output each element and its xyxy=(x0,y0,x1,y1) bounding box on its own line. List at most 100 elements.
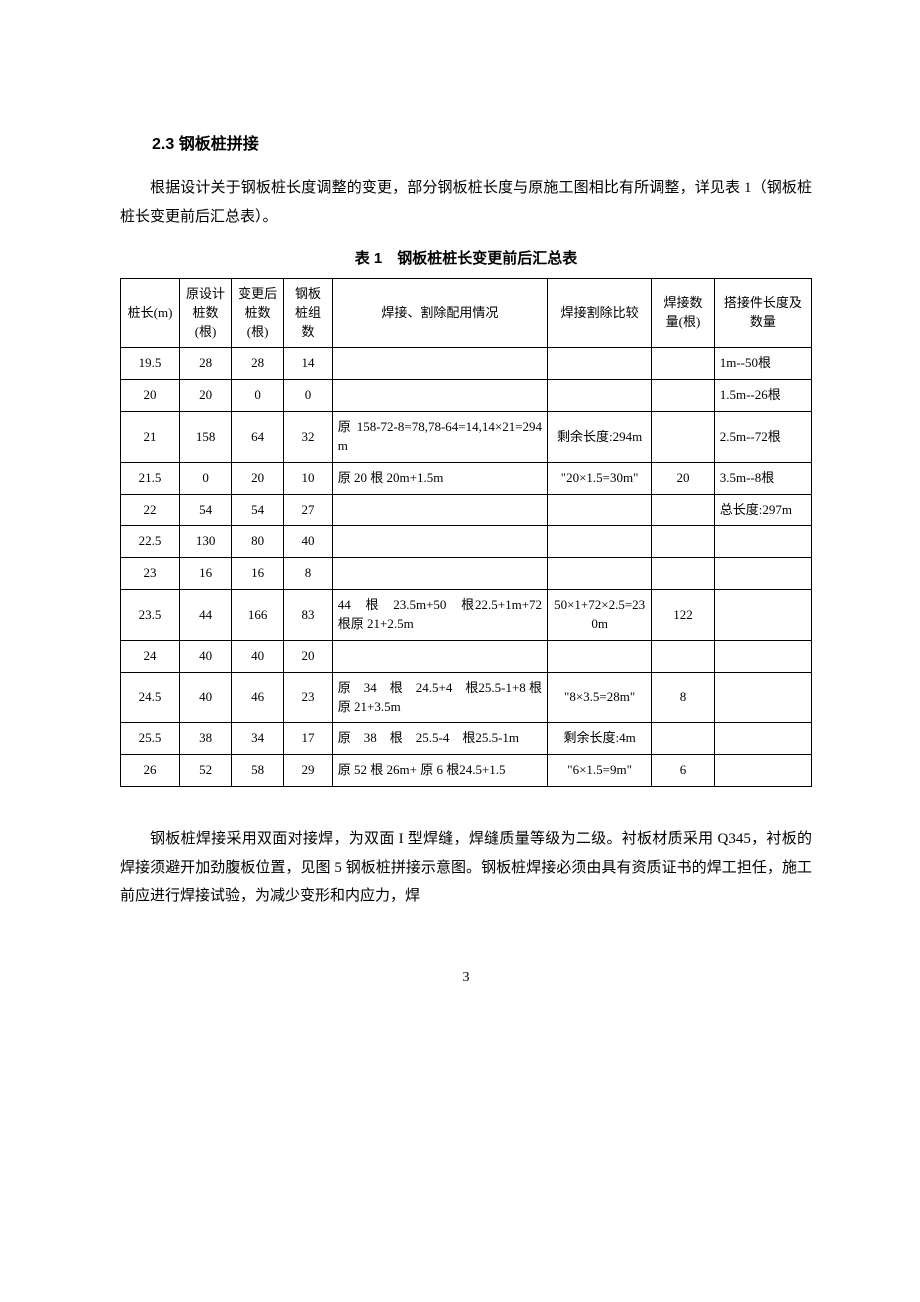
table-cell: 1.5m--26根 xyxy=(714,380,811,412)
table-row: 211586432原158-72-8=78,78-64=14,14×21=294… xyxy=(121,412,812,463)
table-cell xyxy=(332,380,547,412)
table-cell xyxy=(548,494,652,526)
table-cell: 20 xyxy=(232,462,284,494)
table-cell: 54 xyxy=(180,494,232,526)
table-cell: 44 根 23.5m+50 根22.5+1m+72 根原 21+2.5m xyxy=(332,590,547,641)
table-row: 19.52828141m--50根 xyxy=(121,348,812,380)
table-cell: 58 xyxy=(232,755,284,787)
table-cell: 26 xyxy=(121,755,180,787)
table-header-cell: 桩长(m) xyxy=(121,278,180,348)
table-cell: 50×1+72×2.5=230m xyxy=(548,590,652,641)
table-cell: "6×1.5=9m" xyxy=(548,755,652,787)
table-cell: 44 xyxy=(180,590,232,641)
table-cell: 8 xyxy=(284,558,333,590)
table-cell: 总长度:297m xyxy=(714,494,811,526)
table-cell: 122 xyxy=(652,590,715,641)
table-cell: 158 xyxy=(180,412,232,463)
table-row: 25.5383417原 38 根 25.5-4 根25.5-1m剩余长度:4m xyxy=(121,723,812,755)
table-cell: 20 xyxy=(180,380,232,412)
table-header-cell: 焊接割除比较 xyxy=(548,278,652,348)
table-cell: 1m--50根 xyxy=(714,348,811,380)
table-row: 22545427总长度:297m xyxy=(121,494,812,526)
table-cell: 46 xyxy=(232,672,284,723)
table-cell: 28 xyxy=(232,348,284,380)
table-header-cell: 原设计桩数(根) xyxy=(180,278,232,348)
table-cell: 32 xyxy=(284,412,333,463)
table-cell: 20 xyxy=(121,380,180,412)
table-cell: 54 xyxy=(232,494,284,526)
table-cell xyxy=(714,672,811,723)
table-cell: 29 xyxy=(284,755,333,787)
section-heading: 2.3 钢板桩拼接 xyxy=(120,130,812,160)
table-cell: 3.5m--8根 xyxy=(714,462,811,494)
table-cell xyxy=(714,755,811,787)
table-cell: 原 52 根 26m+ 原 6 根24.5+1.5 xyxy=(332,755,547,787)
table-body: 19.52828141m--50根2020001.5m--26根21158643… xyxy=(121,348,812,787)
table-row: 24404020 xyxy=(121,640,812,672)
table-cell xyxy=(332,494,547,526)
table-cell: 166 xyxy=(232,590,284,641)
table-cell: 21 xyxy=(121,412,180,463)
table-cell: 原 34 根 24.5+4 根25.5-1+8 根原 21+3.5m xyxy=(332,672,547,723)
table-cell xyxy=(332,526,547,558)
table-cell: 40 xyxy=(180,640,232,672)
table-cell: 剩余长度:4m xyxy=(548,723,652,755)
table-cell xyxy=(332,558,547,590)
table-cell: 6 xyxy=(652,755,715,787)
table-cell: 10 xyxy=(284,462,333,494)
table-cell: 19.5 xyxy=(121,348,180,380)
table-cell xyxy=(652,494,715,526)
table-cell xyxy=(652,412,715,463)
table-cell xyxy=(652,558,715,590)
table-cell xyxy=(714,558,811,590)
table-cell xyxy=(652,348,715,380)
table-cell xyxy=(714,723,811,755)
table-cell: 16 xyxy=(180,558,232,590)
table-cell xyxy=(652,526,715,558)
table-row: 22.51308040 xyxy=(121,526,812,558)
table-cell xyxy=(652,723,715,755)
table-cell: 25.5 xyxy=(121,723,180,755)
table-cell: "8×3.5=28m" xyxy=(548,672,652,723)
table-cell: 27 xyxy=(284,494,333,526)
table-row: 2020001.5m--26根 xyxy=(121,380,812,412)
table-row: 24.5404623原 34 根 24.5+4 根25.5-1+8 根原 21+… xyxy=(121,672,812,723)
summary-table: 桩长(m)原设计桩数(根)变更后桩数(根)钢板桩组数焊接、割除配用情况焊接割除比… xyxy=(120,278,812,787)
table-cell: 原 20 根 20m+1.5m xyxy=(332,462,547,494)
table-cell: 80 xyxy=(232,526,284,558)
table-cell: 64 xyxy=(232,412,284,463)
table-cell: 原 38 根 25.5-4 根25.5-1m xyxy=(332,723,547,755)
table-cell: 20 xyxy=(284,640,333,672)
table-cell: 34 xyxy=(232,723,284,755)
table-cell: 38 xyxy=(180,723,232,755)
table-header-cell: 焊接、割除配用情况 xyxy=(332,278,547,348)
table-cell xyxy=(548,558,652,590)
table-header-cell: 变更后桩数(根) xyxy=(232,278,284,348)
table-cell: 20 xyxy=(652,462,715,494)
intro-paragraph: 根据设计关于钢板桩长度调整的变更，部分钢板桩长度与原施工图相比有所调整，详见表 … xyxy=(120,174,812,231)
table-caption: 表 1 钢板桩桩长变更前后汇总表 xyxy=(120,245,812,274)
table-cell xyxy=(652,640,715,672)
table-row: 26525829原 52 根 26m+ 原 6 根24.5+1.5"6×1.5=… xyxy=(121,755,812,787)
table-row: 23.5441668344 根 23.5m+50 根22.5+1m+72 根原 … xyxy=(121,590,812,641)
table-cell: 22.5 xyxy=(121,526,180,558)
table-cell: 0 xyxy=(180,462,232,494)
after-paragraph: 钢板桩焊接采用双面对接焊，为双面 I 型焊缝，焊缝质量等级为二级。衬板材质采用 … xyxy=(120,825,812,911)
table-cell: 24.5 xyxy=(121,672,180,723)
table-row: 21.502010原 20 根 20m+1.5m"20×1.5=30m"203.… xyxy=(121,462,812,494)
table-cell: 40 xyxy=(284,526,333,558)
table-cell: 原158-72-8=78,78-64=14,14×21=294m xyxy=(332,412,547,463)
table-cell xyxy=(332,640,547,672)
page-number: 3 xyxy=(120,965,812,992)
table-cell xyxy=(332,348,547,380)
table-cell: 130 xyxy=(180,526,232,558)
table-cell xyxy=(548,526,652,558)
table-cell: 83 xyxy=(284,590,333,641)
table-cell: 2.5m--72根 xyxy=(714,412,811,463)
table-cell: 0 xyxy=(232,380,284,412)
table-header-cell: 钢板桩组数 xyxy=(284,278,333,348)
table-header-cell: 焊接数量(根) xyxy=(652,278,715,348)
table-cell: 14 xyxy=(284,348,333,380)
table-cell: 22 xyxy=(121,494,180,526)
table-cell: 23.5 xyxy=(121,590,180,641)
